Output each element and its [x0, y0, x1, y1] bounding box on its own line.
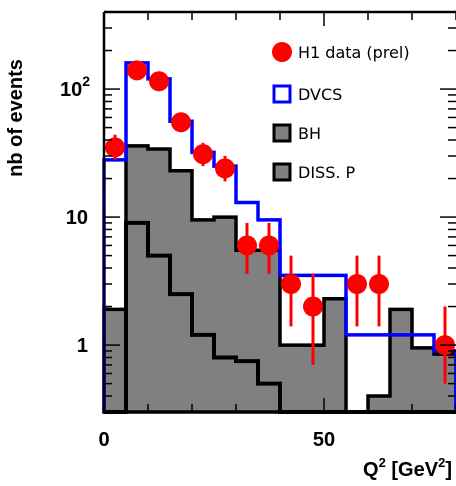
x-axis-title-unit-sup: 2 [438, 455, 445, 470]
legend-label: DISS. P [298, 163, 356, 182]
h1-data-points [105, 60, 455, 384]
legend-marker-square [272, 162, 292, 182]
data-point [215, 158, 235, 179]
y-tick-label: 10 [66, 207, 88, 229]
bh-histogram [102, 144, 456, 414]
x-tick-label: 0 [98, 429, 109, 451]
dvcs-line [102, 61, 456, 412]
data-point [259, 235, 279, 256]
data-point [237, 235, 257, 256]
legend-marker-square [272, 84, 292, 104]
y-tick-label: 1 [77, 335, 88, 357]
axis-ticks: 0 50 1 10 102 [60, 11, 456, 451]
bh-area [102, 144, 456, 414]
y-tick-label: 102 [60, 73, 90, 101]
data-point [281, 273, 301, 294]
x-axis-title-q: Q [363, 459, 379, 481]
legend-label: BH [298, 124, 321, 143]
y-axis-title: nb of events [5, 59, 27, 177]
data-point [369, 273, 389, 294]
x-tick-label: 50 [313, 429, 335, 451]
legend-label: H1 data (prel) [298, 43, 410, 62]
x-axis-title-q-sup: 2 [379, 455, 386, 470]
x-axis-title-unit: [GeV [386, 459, 439, 481]
dvcs-histogram [102, 61, 456, 412]
legend-marker-square [272, 123, 292, 143]
x-axis-title: Q2 [GeV2] [363, 455, 452, 481]
data-point [171, 112, 191, 133]
legend: H1 data (prel) DVCS BH DISS. P [272, 42, 410, 182]
data-point [105, 137, 125, 158]
data-point [303, 296, 323, 317]
legend-marker-circle [272, 42, 292, 62]
legend-label: DVCS [298, 85, 342, 104]
x-axis-title-unit-close: ] [445, 459, 452, 481]
data-point [347, 273, 367, 294]
data-point [127, 60, 147, 81]
data-point [149, 71, 169, 92]
data-point [193, 144, 213, 165]
